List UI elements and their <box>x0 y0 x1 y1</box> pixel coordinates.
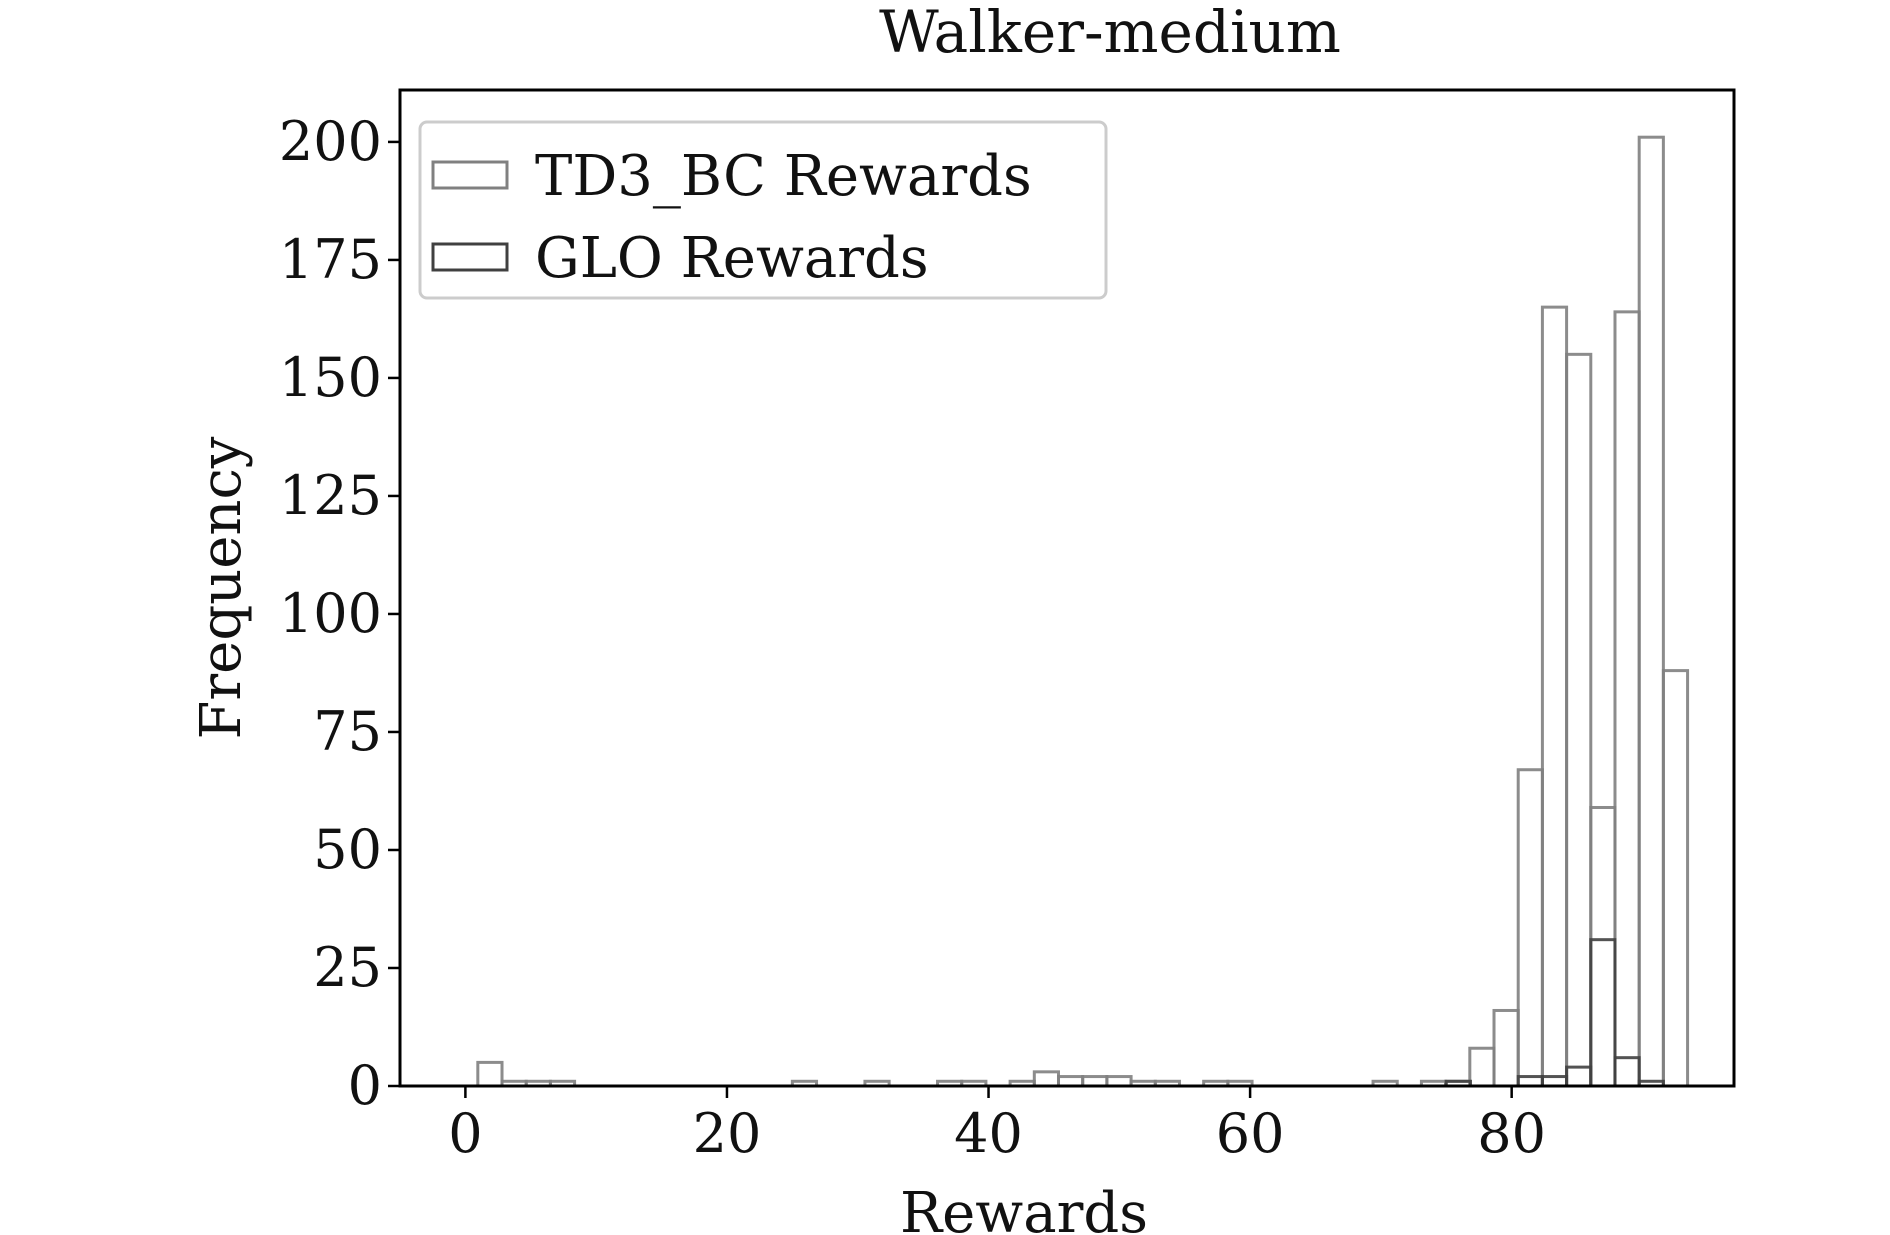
bar-td3-bc-rewards <box>1589 805 1617 1088</box>
x-tick-label: 80 <box>1477 1102 1546 1165</box>
legend-swatch-glo <box>431 242 509 272</box>
x-tick-label: 0 <box>448 1102 482 1165</box>
bar-glo-rewards <box>1565 1065 1593 1088</box>
x-axis-label: Rewards <box>900 1181 1148 1235</box>
x-tick-label: 40 <box>954 1102 1023 1165</box>
legend-label-glo: GLO Rewards <box>535 226 929 291</box>
bar-td3-bc-rewards <box>1613 310 1641 1088</box>
bar-td3-bc-rewards <box>1565 352 1593 1088</box>
legend: TD3_BC Rewards GLO Rewards <box>418 120 1108 300</box>
bar-td3-bc-rewards <box>476 1060 504 1088</box>
y-tick-label: 25 <box>313 936 382 999</box>
y-tick-label: 75 <box>313 700 382 763</box>
y-axis-label: Frequency <box>189 436 254 739</box>
bar-td3-bc-rewards <box>1468 1046 1496 1088</box>
bar-td3-bc-rewards <box>1540 305 1569 1088</box>
bar-td3-bc-rewards <box>1032 1070 1060 1088</box>
x-tick-label: 60 <box>1216 1102 1285 1165</box>
legend-label-td3-bc: TD3_BC Rewards <box>535 144 1032 209</box>
x-tick-label: 20 <box>693 1102 762 1165</box>
x-axis-ticks: 0 20 40 60 80 <box>448 1086 1546 1165</box>
bar-glo-rewards <box>1589 938 1617 1088</box>
chart-title: Walker-medium <box>879 0 1341 66</box>
bar-glo-rewards <box>1613 1056 1641 1088</box>
legend-box <box>418 120 1108 300</box>
y-tick-label: 175 <box>279 228 382 291</box>
y-tick-label: 0 <box>348 1054 382 1117</box>
bar-td3-bc-rewards <box>1516 768 1544 1088</box>
plot-frame <box>398 88 1736 1088</box>
y-tick-label: 200 <box>279 110 382 173</box>
y-tick-label: 100 <box>279 582 382 645</box>
bar-td3-bc-rewards <box>1661 669 1690 1088</box>
y-tick-label: 125 <box>279 464 382 527</box>
y-axis-ticks: 0 25 50 75 100 125 150 175 200 <box>279 110 400 1117</box>
legend-swatch-td3-bc <box>431 160 509 190</box>
bar-td3-bc-rewards <box>1492 1008 1520 1088</box>
y-tick-label: 150 <box>279 346 382 409</box>
bar-td3-bc-rewards <box>1637 135 1665 1088</box>
y-tick-label: 50 <box>313 818 382 881</box>
